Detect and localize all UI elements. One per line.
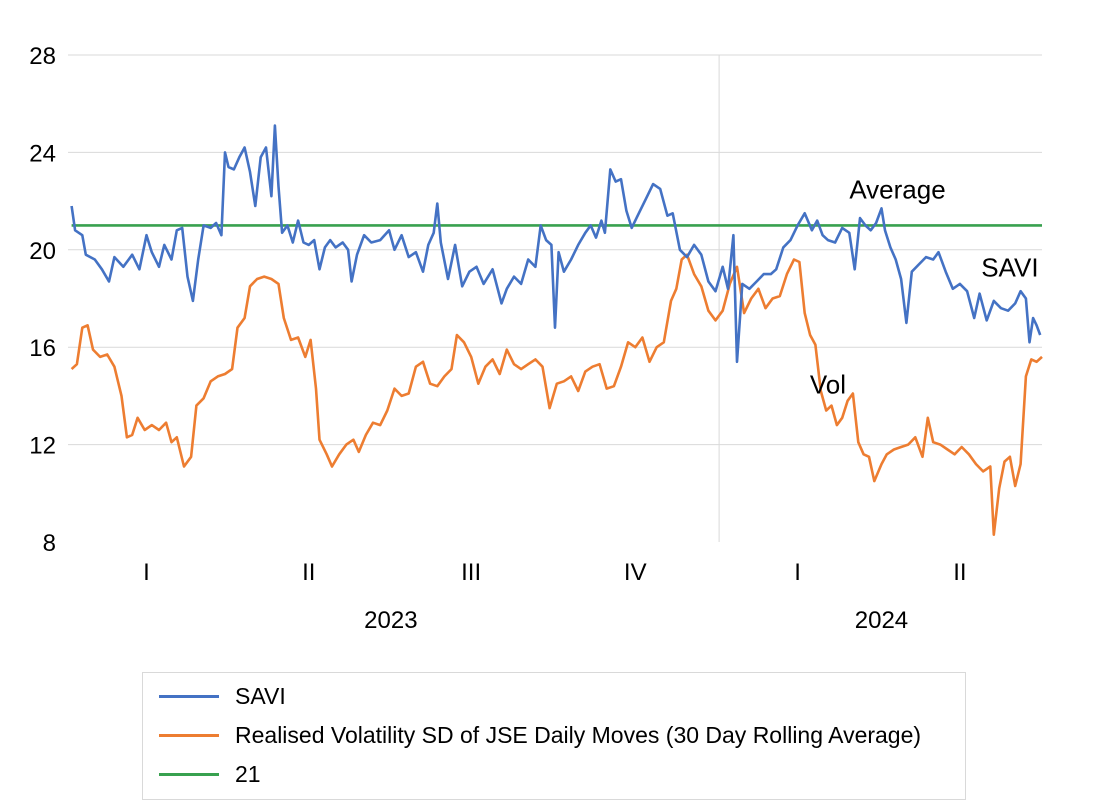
y-tick-label-24: 24 [29, 140, 56, 167]
quarter-label-1: II [302, 559, 315, 586]
legend-label-savi: SAVI [235, 682, 286, 709]
annotation-average: Average [849, 175, 945, 205]
legend-swatch-average [159, 772, 219, 776]
legend-item-realised-volatility: Realised Volatility SD of JSE Daily Move… [159, 720, 921, 750]
series-lines [70, 124, 1043, 536]
year-label-2023: 2023 [364, 607, 417, 634]
year-label-2024: 2024 [855, 607, 908, 634]
y-tick-label-20: 20 [29, 238, 56, 265]
legend-item-average: 21 [159, 759, 261, 789]
legend: SAVI Realised Volatility SD of JSE Daily… [142, 672, 966, 800]
y-axis: 8 12 16 20 24 28 [29, 43, 56, 557]
annotation-vol: Vol [810, 369, 846, 399]
legend-label-realised-volatility: Realised Volatility SD of JSE Daily Move… [235, 721, 922, 748]
quarter-label-3: IV [624, 559, 647, 586]
y-tick-label-28: 28 [29, 43, 56, 70]
annotation-savi: SAVI [981, 253, 1038, 283]
legend-swatch-savi [159, 694, 219, 698]
realised-volatility-line [70, 253, 1043, 536]
legend-swatch-realised-volatility [159, 733, 219, 737]
y-tick-label-8: 8 [43, 530, 56, 557]
quarter-label-2: III [461, 559, 481, 586]
savi-line [70, 124, 1042, 364]
legend-label-average: 21 [235, 760, 261, 787]
gridlines [68, 54, 1042, 542]
quarter-label-4: I [794, 559, 801, 586]
annotations: Average SAVI Vol [810, 175, 1039, 400]
y-tick-label-16: 16 [29, 335, 56, 362]
legend-item-savi: SAVI [159, 681, 286, 711]
quarter-label-5: II [953, 559, 966, 586]
quarter-label-0: I [143, 559, 150, 586]
y-tick-label-12: 12 [29, 433, 56, 460]
